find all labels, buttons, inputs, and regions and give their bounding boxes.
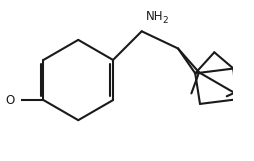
Text: O: O — [5, 94, 15, 107]
Text: 2: 2 — [163, 16, 168, 25]
Text: NH: NH — [146, 10, 163, 23]
